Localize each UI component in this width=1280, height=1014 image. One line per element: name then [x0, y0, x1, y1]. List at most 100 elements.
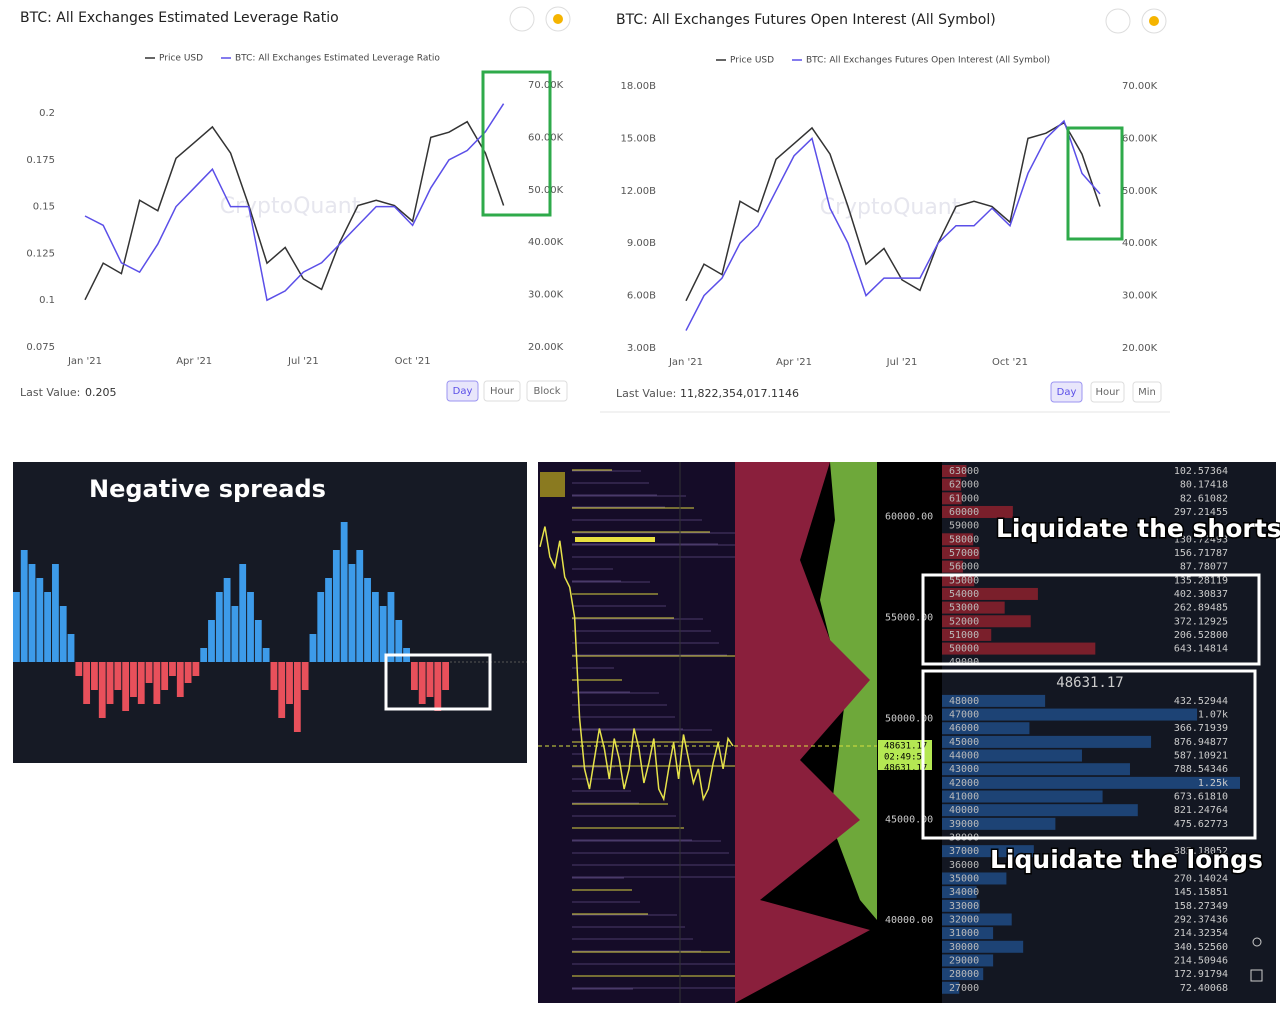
bar [270, 662, 278, 690]
bar [247, 592, 254, 662]
range-button[interactable] [1090, 381, 1125, 403]
y2-tick-label: 20.00K [1122, 343, 1158, 354]
depth-bar [942, 749, 1082, 762]
bar [332, 550, 340, 662]
x-tick-label: Apr '21 [776, 357, 812, 368]
ladder-size: 156.71787 [1174, 548, 1228, 559]
depth-bar [942, 763, 1130, 776]
depth-bar [942, 817, 1056, 830]
legend-label: BTC: All Exchanges Futures Open Interest… [806, 56, 1050, 66]
x-tick-label: Jan '21 [668, 357, 703, 368]
legend-label: BTC: All Exchanges Estimated Leverage Ra… [235, 54, 440, 64]
price-tag-value: 48631.17 [884, 742, 927, 752]
ladder-price: 42000 [949, 778, 979, 789]
bar [325, 578, 332, 662]
y-tick-label: 0.1 [39, 295, 55, 306]
y2-tick-label: 20.00K [528, 342, 564, 353]
bar [153, 662, 161, 704]
bar [44, 592, 52, 662]
x-tick-label: Jan '21 [67, 356, 102, 367]
ladder-size: 385.18052 [1174, 846, 1228, 857]
ladder-size: 402.30837 [1174, 589, 1228, 600]
scale-icon[interactable] [1250, 969, 1263, 982]
bar [52, 564, 59, 662]
y-tick-label: 15.00B [621, 133, 657, 144]
bar [278, 662, 286, 718]
range-button-label: Hour [490, 386, 515, 397]
ladder-price: 57000 [949, 548, 979, 559]
ladder-size: 372.12925 [1174, 616, 1228, 627]
bar [434, 662, 442, 711]
y2-tick-label: 30.00K [528, 290, 564, 301]
ladder-size: 292.37436 [1174, 914, 1228, 925]
range-button[interactable] [526, 380, 568, 402]
ladder-price: 43000 [949, 764, 979, 775]
highlight-box [921, 669, 1257, 840]
ladder-price: 54000 [949, 589, 979, 600]
alert-button[interactable] [1105, 8, 1131, 34]
depth-bar [942, 574, 975, 587]
bar [356, 550, 364, 662]
highlight-box [384, 653, 492, 711]
depth-bar [942, 505, 1013, 518]
ladder-size: 1.25k [1198, 778, 1228, 789]
heat-block [540, 472, 565, 497]
highlight-box [921, 573, 1261, 666]
ladder-price: 53000 [949, 603, 979, 614]
ladder-price: 29000 [949, 955, 979, 966]
depth-bar [942, 968, 984, 981]
legend-label: Price USD [730, 56, 774, 66]
highlight-box [481, 70, 552, 217]
ladder-price: 47000 [949, 710, 979, 721]
series-line [84, 120, 505, 301]
depth-bar [942, 560, 963, 573]
range-button[interactable] [1132, 381, 1162, 403]
ladder-size: 297.21455 [1174, 507, 1228, 518]
y-tick-label: 9.00B [627, 238, 656, 249]
bar [200, 648, 208, 662]
range-button[interactable] [1050, 381, 1083, 403]
ladder-size: 788.54346 [1174, 764, 1228, 775]
ladder-price: 45000 [949, 737, 979, 748]
y-tick-label: 0.075 [26, 342, 55, 353]
highlight-box [1066, 126, 1124, 241]
depth-bar [942, 872, 1007, 885]
bar [317, 592, 325, 662]
bar [442, 662, 449, 690]
chart-title: BTC: All Exchanges Estimated Leverage Ra… [20, 10, 339, 26]
annotation: Liquidate the shorts [996, 514, 1280, 543]
range-button[interactable] [446, 380, 479, 402]
y-tick-label: 0.175 [26, 155, 55, 166]
settings-icon[interactable] [1252, 937, 1262, 947]
depth-bar [942, 804, 1138, 817]
volume-profile-red [735, 462, 870, 1003]
y2-tick-label: 30.00K [1122, 291, 1158, 302]
ladder-price: 60000 [949, 507, 979, 518]
depth-bar [942, 776, 1240, 789]
depth-bar [942, 642, 1096, 655]
bar [348, 564, 356, 662]
ladder-price: 27000 [949, 983, 979, 994]
ladder-size: 206.52800 [1174, 630, 1228, 641]
y-tick-label: 40000.00 [885, 915, 933, 926]
series-line [685, 121, 1101, 302]
y2-tick-label: 70.00K [1122, 81, 1158, 92]
ladder-size: 673.61810 [1174, 792, 1228, 803]
ladder-size: 366.71939 [1174, 723, 1228, 734]
bar [340, 522, 348, 662]
ladder-price: 56000 [949, 562, 979, 573]
y-tick-label: 18.00B [621, 81, 657, 92]
ladder-price: 58000 [949, 534, 979, 545]
ladder-size: 643.14814 [1174, 644, 1228, 655]
alert-button[interactable] [509, 6, 535, 32]
range-button-label: Block [533, 386, 560, 397]
depth-bar [942, 886, 977, 899]
bar [137, 662, 145, 704]
ladder-size: 214.32354 [1174, 928, 1228, 939]
ladder-price: 50000 [949, 644, 979, 655]
bar [67, 634, 75, 662]
range-button[interactable] [483, 380, 521, 402]
range-button-label: Min [1138, 387, 1156, 398]
ladder-size: 130.72493 [1174, 534, 1228, 545]
bar [169, 662, 176, 676]
